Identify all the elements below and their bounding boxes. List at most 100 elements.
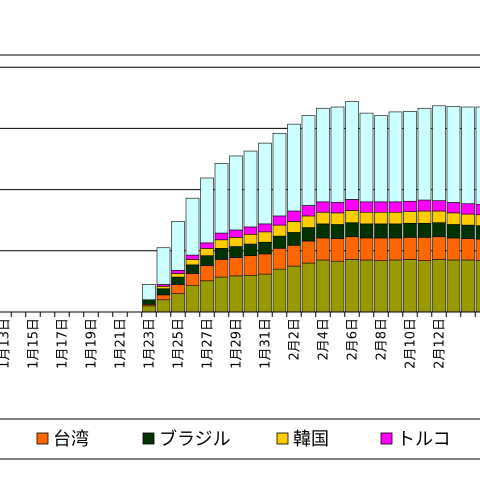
bar-segment-darkgreen xyxy=(374,223,388,239)
x-tick-label: 2月10日 xyxy=(404,318,419,369)
x-tick-label: 2月4日 xyxy=(317,318,332,361)
bar-segment-olive xyxy=(142,305,156,313)
x-tick-label: 1月13日 xyxy=(0,318,13,369)
bar-segment-darkgreen xyxy=(301,227,316,242)
bar-segment-magenta xyxy=(461,203,475,215)
bar-segment-yellow xyxy=(446,212,461,225)
bar-segment-olive xyxy=(185,285,200,313)
bar-segment-olive xyxy=(403,259,417,313)
bar-segment-magenta xyxy=(316,201,330,213)
bar-segment-yellow xyxy=(200,248,214,257)
x-tick-label: 1月31日 xyxy=(259,318,274,369)
bar-segment-lightcyan xyxy=(432,105,446,201)
bar-segment-darkgreen xyxy=(417,222,432,238)
bar-segment-darkgreen xyxy=(185,264,200,274)
legend-swatch xyxy=(276,432,289,445)
bar-segment-olive xyxy=(243,274,258,313)
bar-segment-darkgreen xyxy=(214,248,229,260)
bar-segment-lightcyan xyxy=(243,150,258,228)
bar-segment-yellow xyxy=(243,233,258,245)
bar-segment-lightcyan xyxy=(417,107,432,201)
bar-segment-orange xyxy=(214,259,229,278)
bar-segment-lightcyan xyxy=(272,133,287,217)
legend-swatch xyxy=(36,432,49,445)
bar-segment-magenta xyxy=(345,199,359,211)
bar-segment-magenta xyxy=(359,201,374,213)
bar-segment-darkgreen xyxy=(388,223,403,239)
bar-segment-magenta xyxy=(185,254,200,260)
bar-segment-lightcyan xyxy=(475,106,480,205)
bar-segment-lightcyan xyxy=(359,112,374,203)
bar-segment-orange xyxy=(388,237,403,261)
bar-segment-darkgreen xyxy=(287,232,301,246)
bar-segment-yellow xyxy=(403,211,417,224)
bar-segment-olive xyxy=(388,259,403,313)
bar-segment-yellow xyxy=(301,215,316,228)
bar-segment-lightcyan xyxy=(446,106,461,203)
bar-segment-darkgreen xyxy=(272,235,287,249)
bar-segment-lightcyan xyxy=(142,284,156,301)
bar-segment-olive xyxy=(475,260,480,313)
bar-segment-olive xyxy=(345,259,359,313)
bar-segment-yellow xyxy=(171,273,185,278)
bar-segment-darkgreen xyxy=(330,224,345,239)
bar-segment-lightcyan xyxy=(388,111,403,203)
bar-segment-lightcyan xyxy=(301,115,316,206)
bar-segment-darkgreen xyxy=(475,225,480,240)
bar-segment-lightcyan xyxy=(461,106,475,204)
bar-segment-yellow xyxy=(374,211,388,225)
bar-segment-magenta xyxy=(432,200,446,212)
bar-segment-yellow xyxy=(185,259,200,266)
bar-segment-darkgreen xyxy=(461,224,475,239)
bar-segment-yellow xyxy=(272,224,287,237)
x-tick-label: 1月25日 xyxy=(172,318,187,369)
bar-segment-yellow xyxy=(258,231,272,243)
bar-segment-olive xyxy=(301,262,316,313)
bar-segment-magenta xyxy=(475,204,480,216)
bar-segment-lightcyan xyxy=(403,110,417,202)
bar-segment-magenta xyxy=(243,226,258,235)
bar-segment-magenta xyxy=(171,270,185,274)
bar-segment-yellow xyxy=(316,211,330,225)
bar-segment-magenta xyxy=(258,223,272,233)
bar-segment-yellow xyxy=(156,285,171,290)
bar-segment-olive xyxy=(272,268,287,313)
bar-segment-lightcyan xyxy=(214,163,229,234)
legend-label: 台湾 xyxy=(53,429,89,450)
bar-segment-magenta xyxy=(287,210,301,222)
bar-segment-darkgreen xyxy=(142,299,156,305)
bar-segment-magenta xyxy=(403,200,417,212)
bar-segment-darkgreen xyxy=(229,246,243,258)
bar-segment-orange xyxy=(229,257,243,277)
bar-segment-magenta xyxy=(388,201,403,213)
x-tick-label: 2月6日 xyxy=(346,318,361,361)
bar-segment-orange xyxy=(330,238,345,262)
bar-segment-magenta xyxy=(229,229,243,238)
bar-segment-lightcyan xyxy=(287,123,301,212)
legend-label: 韓国 xyxy=(293,429,329,450)
bar-segment-olive xyxy=(200,280,214,313)
bar-segment-darkgreen xyxy=(345,222,359,238)
bar-segment-orange xyxy=(272,248,287,270)
legend-label: ブラジル xyxy=(159,428,231,450)
bar-segment-olive xyxy=(417,260,432,313)
bar-segment-olive xyxy=(359,259,374,313)
bar-segment-yellow xyxy=(432,210,446,223)
bar-segment-orange xyxy=(374,237,388,261)
bar-segment-darkgreen xyxy=(432,222,446,238)
bar-segment-lightcyan xyxy=(330,106,345,203)
bar-segment-magenta xyxy=(214,232,229,241)
bar-segment-darkgreen xyxy=(243,243,258,257)
bar-segment-orange xyxy=(258,253,272,275)
bar-segment-olive xyxy=(171,293,185,313)
bar-segment-lightcyan xyxy=(200,177,214,244)
x-tick-label: 1月21日 xyxy=(114,318,129,369)
bar-segment-olive xyxy=(316,259,330,313)
bar-segment-orange xyxy=(475,238,480,261)
bar-segment-orange xyxy=(403,237,417,260)
bar-segment-magenta xyxy=(446,202,461,214)
bar-segment-orange xyxy=(417,237,432,261)
bar-segment-yellow xyxy=(229,237,243,247)
bar-segment-orange xyxy=(461,238,475,261)
